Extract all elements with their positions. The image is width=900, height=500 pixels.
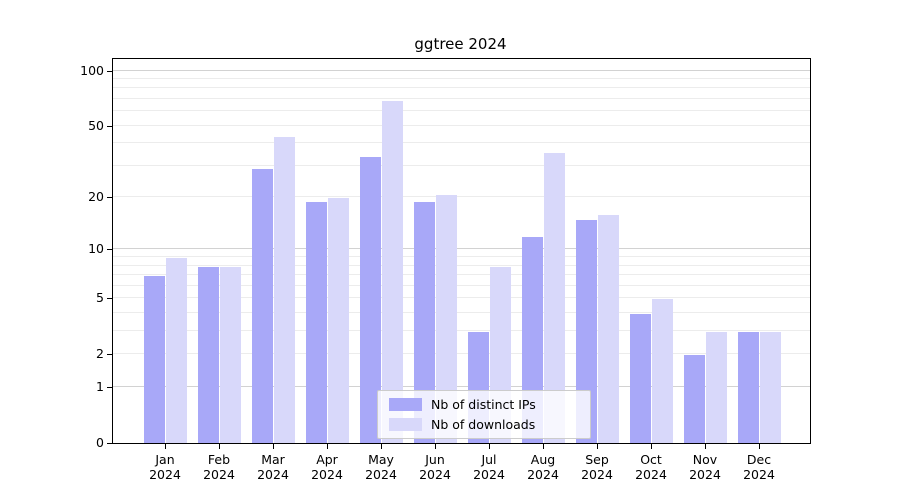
y-tick-label-100: 100 (80, 62, 104, 78)
x-tick-label-aug: Aug 2024 (527, 452, 559, 482)
minor-gridline (113, 330, 810, 332)
y-tick-mark (107, 70, 113, 72)
x-tick-label-oct: Oct 2024 (635, 452, 667, 482)
x-tick-label-apr: Apr 2024 (311, 452, 343, 482)
legend-swatch-distinct-ips-icon (389, 398, 422, 412)
bar-mar-downloads (274, 136, 295, 443)
y-tick-label-0: 0 (96, 435, 104, 450)
x-tick-label-may: May 2024 (365, 452, 397, 482)
legend-label-downloads: Nb of downloads (431, 416, 536, 432)
minor-gridline (113, 164, 810, 166)
x-tick-mark (219, 444, 220, 449)
bar-may-downloads (382, 101, 403, 443)
bar-jun-distinct-ips (414, 202, 435, 443)
x-tick-mark (489, 444, 490, 449)
bar-nov-distinct-ips (684, 355, 705, 443)
legend-label-distinct-ips: Nb of distinct IPs (431, 397, 536, 413)
x-tick-label-mar: Mar 2024 (257, 452, 289, 482)
bar-may-distinct-ips (360, 157, 381, 443)
y-tick-mark (107, 387, 113, 389)
minor-gridline (113, 77, 810, 79)
y-tick-label-1: 1 (96, 379, 104, 395)
y-tick-label-10: 10 (88, 241, 104, 257)
x-tick-mark (327, 444, 328, 449)
bar-jan-distinct-ips (144, 276, 165, 443)
legend-entry-distinct-ips: Nb of distinct IPs (378, 397, 590, 412)
x-tick-mark (759, 444, 760, 449)
minor-gridline (113, 274, 810, 276)
bar-feb-downloads (220, 266, 241, 443)
minor-gridline (113, 110, 810, 112)
legend-entry-downloads: Nb of downloads (378, 417, 590, 432)
bar-dec-downloads (760, 332, 781, 443)
y-tick-mark (107, 249, 113, 251)
bar-apr-distinct-ips (306, 202, 327, 443)
chart-title: ggtree 2024 (414, 35, 507, 53)
legend: Nb of distinct IPs Nb of downloads (377, 390, 591, 439)
y-tick-label-5: 5 (96, 290, 104, 306)
bar-sep-distinct-ips (576, 220, 597, 443)
x-tick-label-jan: Jan 2024 (149, 452, 181, 482)
x-tick-mark (381, 444, 382, 449)
y-tick-mark (107, 125, 113, 127)
major-gridline (113, 386, 810, 388)
x-tick-label-jun: Jun 2024 (419, 452, 451, 482)
x-tick-mark (651, 444, 652, 449)
x-tick-label-jul: Jul 2024 (473, 452, 505, 482)
x-tick-mark (273, 444, 274, 449)
minor-gridline (113, 87, 810, 89)
minor-gridline (113, 142, 810, 144)
bar-feb-distinct-ips (198, 266, 219, 443)
y-tick-label-2: 2 (96, 346, 104, 362)
minor-gridline (113, 196, 810, 198)
plot-area: Nb of distinct IPs Nb of downloads (112, 58, 811, 444)
x-tick-mark (705, 444, 706, 449)
bar-sep-downloads (598, 215, 619, 443)
y-tick-mark (107, 443, 113, 444)
minor-gridline (113, 256, 810, 258)
x-tick-label-sep: Sep 2024 (581, 452, 613, 482)
x-tick-mark (165, 444, 166, 449)
bar-aug-downloads (544, 152, 565, 443)
minor-gridline (113, 264, 810, 266)
bar-jun-downloads (436, 194, 457, 443)
x-tick-label-dec: Dec 2024 (743, 452, 775, 482)
legend-swatch-downloads-icon (389, 417, 422, 431)
minor-gridline (113, 124, 810, 126)
y-tick-mark (107, 298, 113, 300)
major-gridline (113, 248, 810, 250)
x-tick-mark (543, 444, 544, 449)
bar-jan-downloads (166, 258, 187, 443)
bar-oct-distinct-ips (630, 314, 651, 443)
x-tick-label-feb: Feb 2024 (203, 452, 235, 482)
minor-gridline (113, 312, 810, 314)
minor-gridline (113, 297, 810, 299)
x-tick-mark (435, 444, 436, 449)
minor-gridline (113, 353, 810, 355)
x-tick-mark (597, 444, 598, 449)
y-tick-label-20: 20 (88, 189, 104, 205)
x-tick-label-nov: Nov 2024 (689, 452, 721, 482)
y-tick-mark (107, 354, 113, 356)
bar-apr-downloads (328, 198, 349, 443)
major-gridline (113, 69, 810, 71)
y-tick-label-50: 50 (88, 117, 104, 133)
bar-dec-distinct-ips (738, 332, 759, 443)
bar-oct-downloads (652, 299, 673, 443)
bar-nov-downloads (706, 332, 727, 443)
minor-gridline (113, 97, 810, 99)
bar-mar-distinct-ips (252, 169, 273, 443)
y-tick-mark (107, 197, 113, 199)
minor-gridline (113, 284, 810, 286)
